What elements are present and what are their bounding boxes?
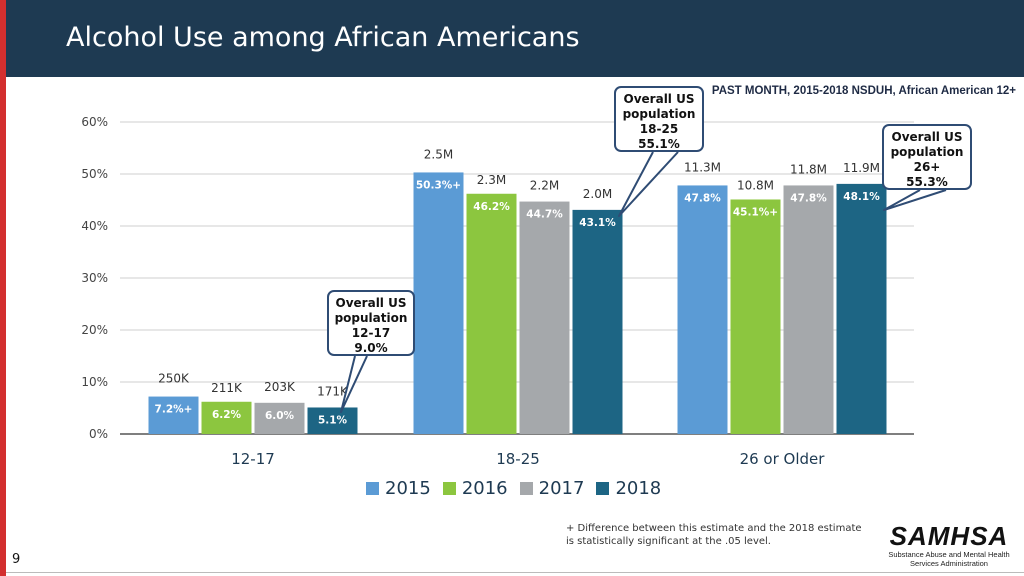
- y-tick-label: 30%: [81, 271, 108, 285]
- callout-line: 55.3%: [906, 175, 948, 189]
- legend-swatch: [366, 482, 379, 495]
- legend-item-2018: 2018: [596, 478, 661, 499]
- samhsa-logo: SAMHSA Substance Abuse and Mental Health…: [884, 522, 1014, 568]
- callout-26-plus: Overall US population 26+ 55.3%: [882, 124, 972, 190]
- legend-label: 2015: [385, 478, 431, 499]
- y-tick-label: 10%: [81, 375, 108, 389]
- y-tick-label: 0%: [89, 427, 108, 441]
- bar-2016-26-or-older: [730, 199, 781, 434]
- bar-value-label: 5.1%: [318, 414, 348, 426]
- legend-item-2016: 2016: [442, 478, 508, 499]
- left-accent-bar: [0, 0, 6, 576]
- callout-line: 18-25: [639, 122, 679, 136]
- y-tick-label: 50%: [81, 167, 108, 181]
- bar-count-label: 171K: [317, 384, 349, 398]
- bar-2016-12-17: [201, 401, 252, 434]
- bottom-divider: [6, 572, 1024, 573]
- title-bar: Alcohol Use among African Americans: [6, 0, 1024, 77]
- y-tick-label: 40%: [81, 219, 108, 233]
- chart-legend: 2015 2016 2017 2018: [366, 478, 661, 499]
- bar-value-label: 7.2%+: [155, 404, 193, 416]
- bar-value-label: 45.1%+: [733, 206, 778, 218]
- bar-2018-18-25: [572, 209, 623, 434]
- callout-line: population: [622, 107, 696, 121]
- legend-label: 2018: [615, 478, 662, 499]
- page-number: 9: [12, 552, 21, 567]
- bar-value-label: 44.7%: [526, 209, 563, 221]
- callout-line: 55.1%: [638, 137, 680, 151]
- callout-line: Overall US: [335, 296, 407, 310]
- bar-2018-12-17: [307, 407, 358, 434]
- bar-2017-12-17: [254, 402, 305, 434]
- callout-line: population: [334, 311, 408, 325]
- bar-value-label: 47.8%: [684, 192, 721, 204]
- x-category-label: 26 or Older: [740, 450, 826, 468]
- bar-count-label: 2.5M: [424, 147, 453, 161]
- bar-count-label: 2.3M: [477, 173, 506, 187]
- logo-subtitle-1: Substance Abuse and Mental Health: [888, 550, 1010, 559]
- bar-value-label: 43.1%: [579, 217, 616, 229]
- bar-count-label: 11.3M: [684, 160, 721, 174]
- x-category-label: 18-25: [496, 450, 540, 468]
- bar-2015-12-17: [148, 396, 199, 434]
- bar-count-label: 11.8M: [790, 162, 827, 176]
- bar-value-label: 6.0%: [265, 410, 295, 422]
- bar-2015-26-or-older: [677, 185, 728, 434]
- bar-count-label: 211K: [211, 381, 243, 395]
- legend-label: 2016: [461, 478, 508, 499]
- page-title: Alcohol Use among African Americans: [66, 22, 580, 53]
- callout-pointer-18-25: [618, 151, 679, 217]
- x-category-label: 12-17: [231, 450, 275, 468]
- bar-count-label: 203K: [264, 380, 296, 394]
- callout-18-25: Overall US population 18-25 55.1%: [614, 86, 704, 152]
- bar-2015-18-25: [413, 172, 464, 434]
- bar-count-label: 250K: [158, 372, 190, 386]
- bar-2017-26-or-older: [783, 185, 834, 434]
- bar-count-label: 11.9M: [843, 161, 880, 175]
- callout-line: Overall US: [623, 92, 695, 106]
- callout-line: 12-17: [351, 326, 391, 340]
- logo-subtitle-2: Services Administration: [910, 559, 988, 568]
- bar-value-label: 47.8%: [790, 192, 827, 204]
- legend-swatch: [519, 482, 533, 495]
- y-tick-label: 60%: [81, 115, 108, 129]
- bar-value-label: 50.3%+: [416, 179, 461, 191]
- bar-value-label: 46.2%: [473, 201, 510, 213]
- legend-swatch: [596, 482, 610, 495]
- callout-line: 26+: [913, 160, 941, 174]
- bar-value-label: 6.2%: [212, 409, 242, 421]
- chart-subtitle: PAST MONTH, 2015-2018 NSDUH, African Ame…: [711, 85, 1016, 97]
- callout-line: population: [890, 145, 964, 159]
- legend-swatch: [442, 482, 456, 495]
- bar-2016-18-25: [466, 193, 517, 434]
- bar-value-label: 48.1%: [843, 191, 880, 203]
- callout-line: 9.0%: [354, 341, 388, 355]
- logo-wordmark: SAMHSA: [889, 521, 1009, 551]
- callout-12-17: Overall US population 12-17 9.0%: [327, 290, 415, 356]
- bar-count-label: 2.0M: [583, 187, 612, 201]
- callout-line: Overall US: [891, 130, 963, 144]
- legend-item-2017: 2017: [519, 478, 585, 499]
- callout-pointer-26-plus: [883, 189, 947, 211]
- bar-count-label: 2.2M: [530, 179, 559, 193]
- legend-item-2015: 2015: [366, 478, 431, 499]
- legend-label: 2017: [538, 478, 585, 499]
- footnote: + Difference between this estimate and t…: [566, 523, 862, 547]
- bar-2018-26-or-older: [836, 183, 887, 434]
- callout-pointer-12-17: [340, 355, 368, 413]
- bar-2017-18-25: [519, 201, 570, 434]
- y-tick-label: 20%: [81, 323, 108, 337]
- bar-count-label: 10.8M: [737, 178, 774, 192]
